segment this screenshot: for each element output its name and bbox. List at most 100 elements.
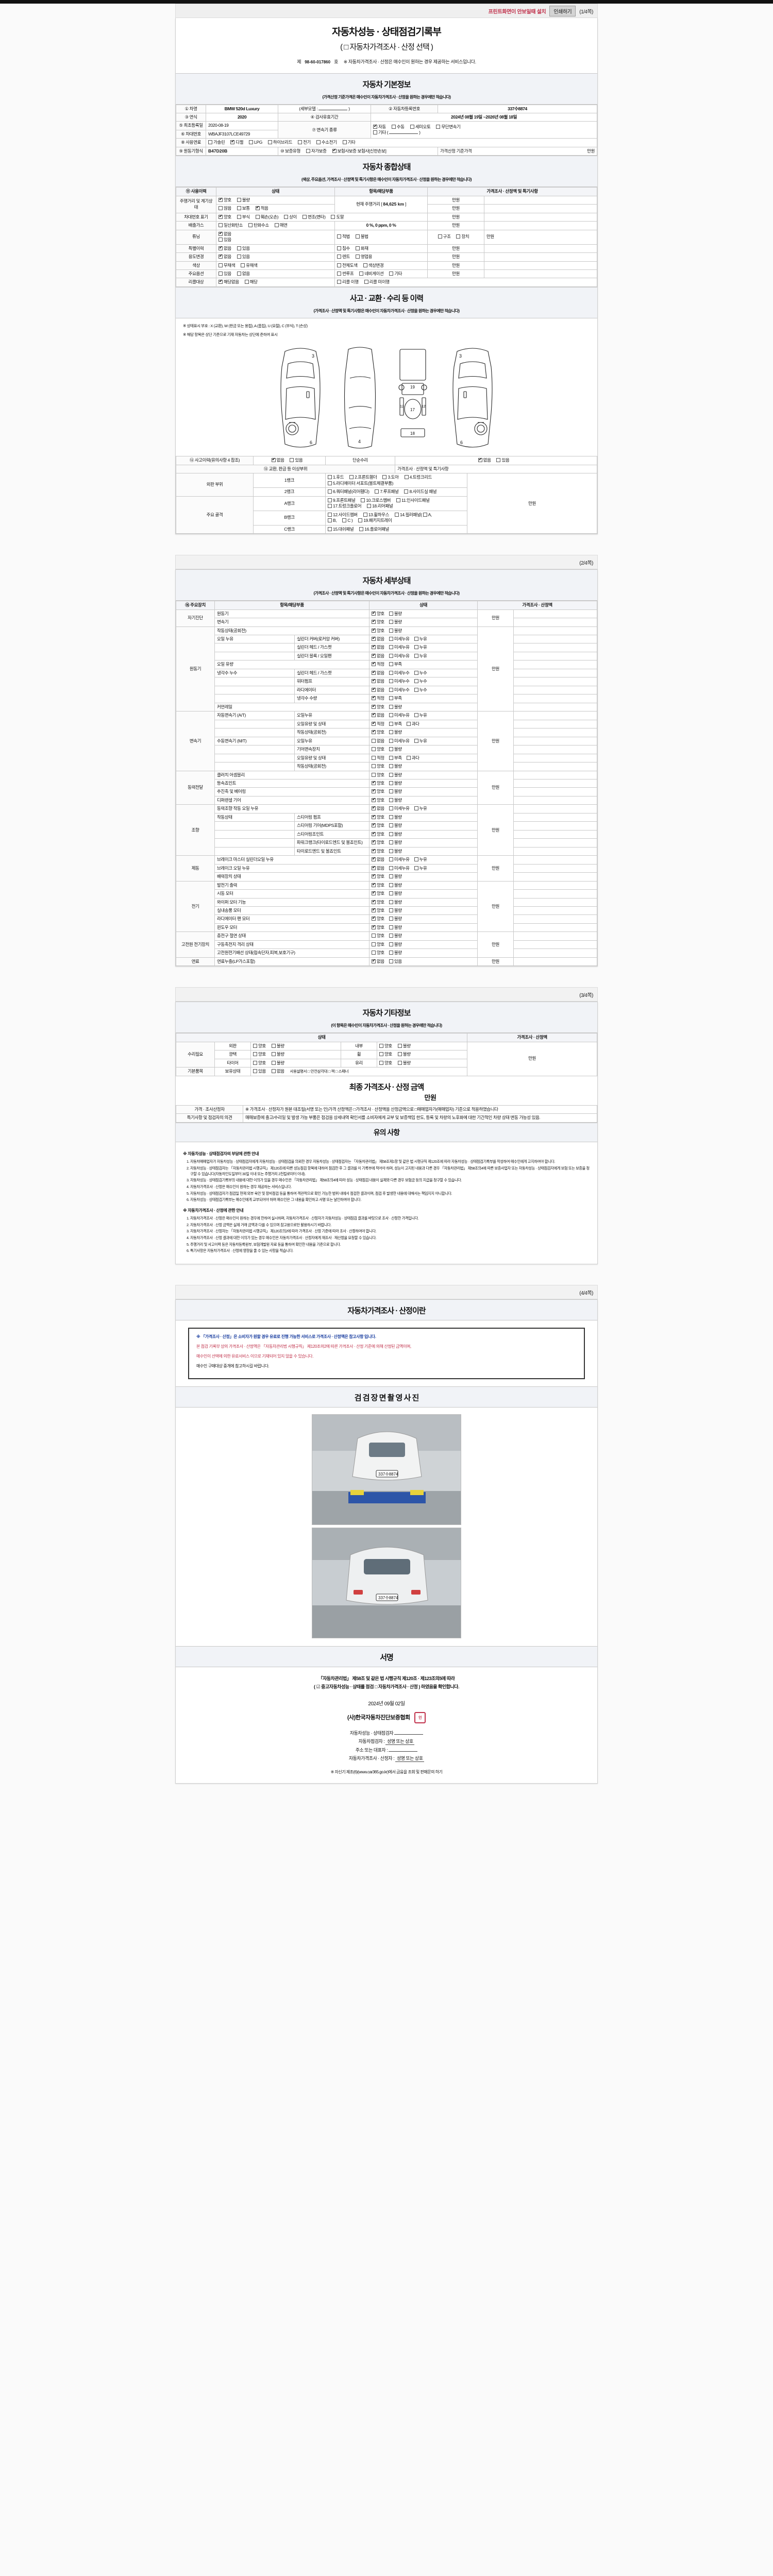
option-mileage-few[interactable]: 적음: [255, 205, 268, 211]
checkbox-outer-bad[interactable]: [271, 1043, 276, 1048]
option-vin-good[interactable]: 양호: [219, 214, 231, 220]
detail-price-note-cell[interactable]: [513, 855, 597, 865]
checkbox-hc[interactable]: [248, 223, 253, 228]
option-rental[interactable]: 렌트: [337, 254, 350, 260]
checkbox-불량[interactable]: [389, 891, 393, 896]
option-불량[interactable]: 불량: [389, 628, 402, 634]
checkbox-glass-bad[interactable]: [397, 1060, 402, 1065]
checkbox-commercial[interactable]: [355, 255, 360, 259]
checkbox-부족[interactable]: [389, 696, 393, 701]
option-pillar-c[interactable]: C ): [342, 518, 353, 523]
checkbox-불량[interactable]: [389, 620, 393, 624]
detail-price-note-cell[interactable]: [513, 829, 597, 839]
option-rear-panel[interactable]: 18.리어패널: [367, 503, 393, 509]
option-누유[interactable]: 누유: [414, 866, 427, 871]
detail-price-note-cell[interactable]: [513, 957, 597, 967]
checkbox-불량[interactable]: [389, 832, 393, 836]
option-radiator-support[interactable]: 5.라디에이터 서포트(볼트체결부품): [328, 481, 393, 486]
checkbox-미세누수[interactable]: [389, 687, 393, 692]
option-없음[interactable]: 없음: [372, 738, 384, 744]
detail-price-note-cell[interactable]: [513, 897, 597, 907]
detail-price-note-cell[interactable]: [513, 702, 597, 712]
option-flood[interactable]: 침수: [337, 246, 350, 251]
signature-row-value[interactable]: 성명 또는 상호: [385, 1738, 415, 1745]
checkbox-recall-not-done[interactable]: [364, 280, 368, 284]
option-양호[interactable]: 양호: [372, 839, 384, 845]
option-gasoline[interactable]: 가솔린: [208, 140, 225, 145]
option-wheel-house[interactable]: 13.휠하우스: [363, 512, 389, 518]
checkbox-양호[interactable]: [372, 839, 376, 845]
option-manual[interactable]: 수동: [391, 124, 405, 130]
checkbox-gasoline[interactable]: [208, 140, 212, 145]
option-navigation[interactable]: 네비게이션: [359, 271, 384, 277]
option-recall-done[interactable]: 리콜 이행: [337, 279, 359, 285]
checkbox-chromatic[interactable]: [241, 263, 245, 267]
checkbox-auto[interactable]: [373, 124, 377, 129]
checkbox-pillar-a[interactable]: [423, 512, 427, 517]
checkbox-diesel[interactable]: [230, 139, 235, 145]
price-note-cell[interactable]: [484, 269, 597, 279]
option-outer-bad[interactable]: 불량: [271, 1043, 284, 1049]
option-불량[interactable]: 불량: [389, 832, 402, 837]
checkbox-manual[interactable]: [391, 124, 396, 129]
checkbox-양호[interactable]: [372, 814, 376, 819]
checkbox-양호[interactable]: [372, 822, 376, 828]
signature-row-value[interactable]: [394, 1734, 424, 1735]
price-note-cell[interactable]: [484, 221, 597, 230]
option-hc[interactable]: 탄화수소: [248, 223, 269, 228]
checkbox-smoke[interactable]: [274, 223, 279, 228]
option-없음[interactable]: 없음: [372, 805, 384, 811]
checkbox-wheel-house[interactable]: [363, 512, 367, 517]
detail-price-note-cell[interactable]: [513, 940, 597, 950]
checkbox-불량[interactable]: [389, 764, 393, 769]
option-wheel-bad[interactable]: 불량: [397, 1052, 411, 1057]
detail-price-note-cell[interactable]: [513, 728, 597, 737]
detail-price-note-cell[interactable]: [513, 795, 597, 805]
option-불량[interactable]: 불량: [389, 619, 402, 625]
checkbox-양호[interactable]: [372, 628, 376, 633]
detail-price-note-cell[interactable]: [513, 931, 597, 941]
option-불량[interactable]: 불량: [389, 933, 402, 939]
option-불량[interactable]: 불량: [389, 789, 402, 794]
option-holding-no[interactable]: 없음: [271, 1069, 284, 1074]
option-양호[interactable]: 양호: [372, 772, 384, 778]
checkbox-tuning-structure[interactable]: [438, 234, 442, 239]
detail-price-note-cell[interactable]: [513, 643, 597, 652]
option-양호[interactable]: 양호: [372, 907, 384, 913]
price-note-cell[interactable]: [484, 212, 597, 222]
option-없음[interactable]: 없음: [372, 678, 384, 684]
checkbox-없음[interactable]: [372, 687, 376, 692]
checkbox-누유[interactable]: [414, 866, 418, 870]
checkbox-양호[interactable]: [372, 747, 376, 752]
option-fire[interactable]: 화재: [355, 246, 368, 251]
option-누유[interactable]: 누유: [414, 713, 427, 718]
checkbox-fuel-other[interactable]: [342, 140, 347, 145]
detail-price-note-cell[interactable]: [513, 711, 597, 720]
option-trans-other[interactable]: 기타 ( ): [373, 130, 421, 135]
option-양호[interactable]: 양호: [372, 704, 384, 710]
option-cvt[interactable]: 무단변속기: [436, 124, 461, 130]
option-불량[interactable]: 불량: [389, 874, 402, 879]
checkbox-accident-yes[interactable]: [290, 458, 294, 463]
option-미세누유[interactable]: 미세누유: [389, 645, 410, 650]
checkbox-없음[interactable]: [372, 644, 376, 650]
price-note-cell[interactable]: [484, 195, 597, 205]
option-적정[interactable]: 적정: [372, 661, 384, 667]
checkbox-hood[interactable]: [328, 475, 332, 480]
checkbox-etc[interactable]: [389, 272, 394, 276]
option-불량[interactable]: 불량: [389, 891, 402, 896]
checkbox-achromatic[interactable]: [219, 263, 223, 267]
price-note-cell[interactable]: [484, 204, 597, 213]
detail-price-note-cell[interactable]: [513, 762, 597, 771]
detail-price-note-cell[interactable]: [513, 694, 597, 703]
option-cross-member[interactable]: 10.크로스멤버: [361, 498, 391, 503]
checkbox-불량[interactable]: [389, 925, 393, 929]
checkbox-양호[interactable]: [372, 764, 376, 769]
option-recall-applies[interactable]: 해당: [244, 279, 258, 285]
option-불량[interactable]: 불량: [389, 942, 402, 947]
checkbox-accident-none[interactable]: [271, 457, 276, 463]
checkbox-미세누수[interactable]: [389, 670, 393, 675]
option-wheel-good[interactable]: 양호: [379, 1052, 392, 1057]
checkbox-불량[interactable]: [389, 849, 393, 853]
option-양호[interactable]: 양호: [372, 764, 384, 769]
